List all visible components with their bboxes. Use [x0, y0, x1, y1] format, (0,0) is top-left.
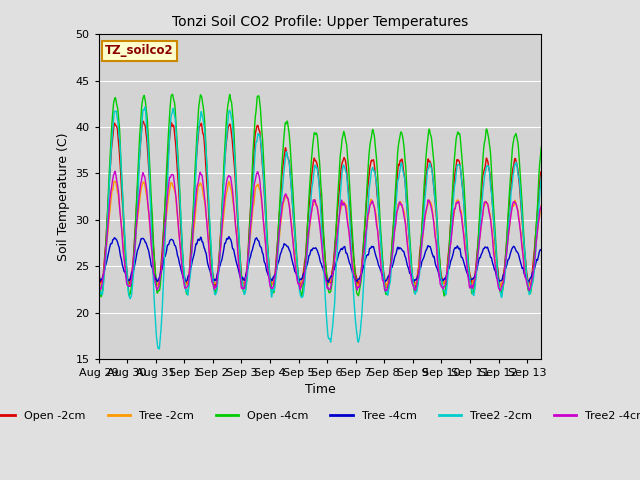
Open -2cm	[139, 119, 147, 124]
Tree -4cm	[117, 256, 125, 262]
Tree -2cm	[298, 277, 306, 283]
Open -4cm	[299, 287, 307, 292]
Tree2 -4cm	[95, 283, 102, 289]
Tree2 -4cm	[310, 198, 318, 204]
Open -4cm	[168, 91, 176, 97]
Tree -4cm	[298, 274, 306, 280]
Legend: Open -2cm, Tree -2cm, Open -4cm, Tree -4cm, Tree2 -2cm, Tree2 -4cm: Open -2cm, Tree -2cm, Open -4cm, Tree -4…	[0, 407, 640, 426]
Tree2 -2cm	[156, 346, 163, 352]
Tree2 -4cm	[381, 288, 389, 294]
Open -4cm	[118, 168, 125, 174]
Tree -4cm	[525, 278, 532, 284]
Tree -2cm	[525, 282, 533, 288]
Tree2 -2cm	[117, 165, 125, 170]
Tree -2cm	[95, 282, 102, 288]
Open -4cm	[310, 130, 318, 135]
Tree -4cm	[225, 234, 233, 240]
X-axis label: Time: Time	[305, 384, 335, 396]
Line: Tree -4cm: Tree -4cm	[99, 237, 541, 282]
Title: Tonzi Soil CO2 Profile: Upper Temperatures: Tonzi Soil CO2 Profile: Upper Temperatur…	[172, 15, 468, 29]
Open -4cm	[525, 288, 532, 294]
Line: Open -2cm: Open -2cm	[99, 121, 541, 288]
Text: TZ_soilco2: TZ_soilco2	[105, 44, 174, 57]
Tree -2cm	[118, 222, 125, 228]
Tree -4cm	[525, 278, 533, 284]
Open -4cm	[525, 288, 533, 294]
Tree2 -4cm	[118, 222, 125, 228]
Open -2cm	[95, 268, 102, 274]
Tree2 -2cm	[141, 104, 149, 110]
Line: Tree2 -4cm: Tree2 -4cm	[99, 171, 541, 291]
Open -4cm	[538, 144, 545, 149]
Tree -2cm	[111, 179, 118, 184]
Tree -2cm	[310, 199, 318, 204]
Tree -2cm	[525, 281, 532, 287]
Tree -4cm	[95, 275, 102, 281]
Open -2cm	[117, 181, 125, 187]
Open -4cm	[444, 267, 452, 273]
Tree2 -2cm	[525, 291, 533, 297]
Open -2cm	[538, 169, 545, 175]
Tree2 -2cm	[299, 294, 307, 300]
Open -2cm	[298, 277, 306, 283]
Open -2cm	[310, 156, 318, 161]
Tree2 -2cm	[538, 173, 545, 179]
Open -4cm	[95, 274, 102, 280]
Open -2cm	[383, 285, 390, 290]
Tree2 -2cm	[310, 166, 318, 172]
Tree -4cm	[310, 246, 318, 252]
Y-axis label: Soil Temperature (C): Soil Temperature (C)	[57, 132, 70, 261]
Open -2cm	[525, 280, 533, 286]
Tree -4cm	[444, 268, 452, 274]
Open -4cm	[97, 294, 105, 300]
Tree -2cm	[444, 262, 452, 268]
Tree -2cm	[383, 284, 390, 290]
Tree -2cm	[538, 203, 545, 208]
Tree -4cm	[538, 246, 545, 252]
Line: Tree2 -2cm: Tree2 -2cm	[99, 107, 541, 349]
Tree2 -4cm	[444, 264, 452, 269]
Tree2 -4cm	[525, 287, 532, 293]
Tree -4cm	[324, 279, 332, 285]
Tree2 -2cm	[525, 289, 532, 295]
Tree2 -2cm	[95, 273, 102, 278]
Tree2 -4cm	[298, 281, 306, 287]
Tree2 -4cm	[111, 168, 119, 174]
Tree2 -4cm	[525, 288, 533, 293]
Line: Tree -2cm: Tree -2cm	[99, 181, 541, 287]
Tree2 -2cm	[444, 274, 452, 279]
Open -2cm	[525, 279, 532, 285]
Line: Open -4cm: Open -4cm	[99, 94, 541, 297]
Tree2 -4cm	[538, 203, 545, 209]
Open -2cm	[444, 257, 452, 263]
